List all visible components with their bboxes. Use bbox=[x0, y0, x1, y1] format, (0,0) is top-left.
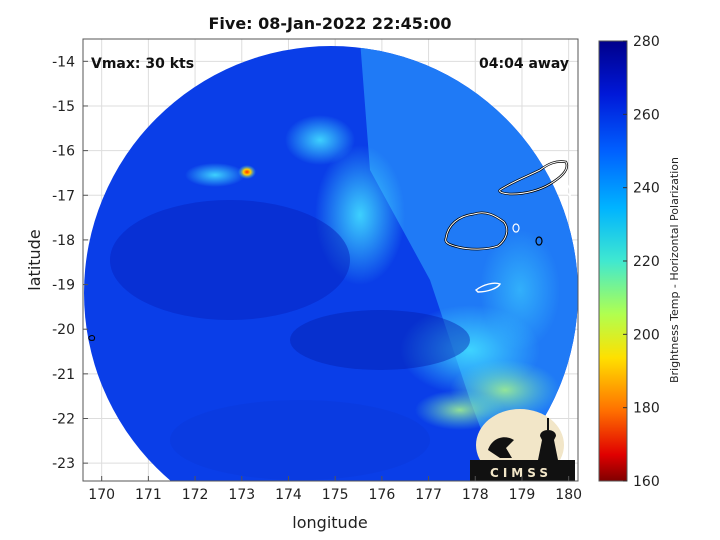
plot-frame bbox=[82, 38, 579, 482]
y-tick-label: -19 bbox=[52, 278, 75, 294]
x-tick-label: 171 bbox=[135, 487, 162, 503]
colorbar-tick-label: 280 bbox=[633, 34, 660, 50]
island-kadavu bbox=[474, 282, 501, 293]
y-tick-label: -18 bbox=[52, 233, 75, 249]
x-tick-label: 172 bbox=[182, 487, 209, 503]
colorbar-tick-label: 180 bbox=[633, 401, 660, 417]
colorbar-gradient bbox=[598, 40, 628, 482]
cyan-cloud-5 bbox=[480, 230, 560, 350]
x-tick-label: 176 bbox=[369, 487, 396, 503]
colorbar: 280 260 240 220 200 180 160 Brightness Temp - … bbox=[598, 34, 681, 490]
island-small-3 bbox=[88, 335, 95, 341]
cyan-cloud-2 bbox=[285, 115, 355, 165]
brightness-swath bbox=[84, 46, 578, 481]
island-small-2 bbox=[535, 236, 543, 246]
y-tick-label: -16 bbox=[52, 144, 75, 160]
x-tick-label: 173 bbox=[228, 487, 255, 503]
island-taveuni bbox=[561, 178, 572, 198]
green-cloud-2 bbox=[415, 390, 505, 430]
cyan-cloud-4 bbox=[185, 163, 245, 187]
x-tick-label: 179 bbox=[509, 487, 536, 503]
x-axis-label: longitude bbox=[292, 513, 367, 532]
y-tick-label: -15 bbox=[52, 99, 75, 115]
x-tick-label: 178 bbox=[462, 487, 489, 503]
colorbar-tick-label: 200 bbox=[633, 327, 660, 343]
x-tick-label: 180 bbox=[555, 487, 582, 503]
away-annotation: 04:04 away bbox=[479, 56, 569, 72]
dark-band-3 bbox=[170, 400, 430, 480]
logo-banner bbox=[470, 460, 575, 481]
plot-area: CIMSS Vmax: 30 kts 04:04 away 170 171 172 1… bbox=[52, 38, 582, 503]
x-axis-ticks: 170 171 172 173 174 175 176 177 178 179 180 bbox=[88, 476, 582, 503]
y-tick-label: -22 bbox=[52, 411, 75, 427]
x-tick-label: 174 bbox=[275, 487, 302, 503]
y-axis-label: latitude bbox=[25, 229, 44, 290]
colorbar-tick-label: 240 bbox=[633, 181, 660, 197]
dark-band-2 bbox=[290, 310, 470, 370]
y-axis-ticks: -14 -15 -16 -17 -18 -19 -20 -21 -22 -23 bbox=[52, 54, 88, 472]
cimss-logo: CIMSS bbox=[470, 409, 575, 481]
hot-spot bbox=[238, 165, 256, 179]
x-tick-label: 177 bbox=[415, 487, 442, 503]
x-tick-label: 175 bbox=[322, 487, 349, 503]
vmax-annotation: Vmax: 30 kts bbox=[91, 56, 194, 72]
chart-title: Five: 08-Jan-2022 22:45:00 bbox=[208, 14, 451, 33]
y-tick-label: -20 bbox=[52, 322, 75, 338]
colorbar-ticks: 280 260 240 220 200 180 160 bbox=[623, 34, 660, 490]
island-small-1 bbox=[512, 223, 520, 233]
logo-dish-icon bbox=[488, 437, 514, 458]
y-tick-label: -21 bbox=[52, 367, 75, 383]
logo-text: CIMSS bbox=[490, 466, 552, 480]
colorbar-tick-label: 260 bbox=[633, 107, 660, 123]
island-vanua-levu-inner bbox=[499, 161, 568, 195]
y-tick-label: -17 bbox=[52, 188, 75, 204]
y-tick-label: -14 bbox=[52, 54, 75, 70]
logo-tower-icon bbox=[538, 430, 558, 460]
y-tick-label: -23 bbox=[52, 456, 75, 472]
x-tick-label: 170 bbox=[88, 487, 115, 503]
island-viti-levu-inner bbox=[445, 212, 508, 250]
colorbar-label: Brightness Temp - Horizontal Polarizatio… bbox=[668, 157, 681, 383]
colorbar-tick-label: 160 bbox=[633, 474, 660, 490]
dark-band-1 bbox=[110, 200, 350, 320]
colorbar-tick-label: 220 bbox=[633, 254, 660, 270]
